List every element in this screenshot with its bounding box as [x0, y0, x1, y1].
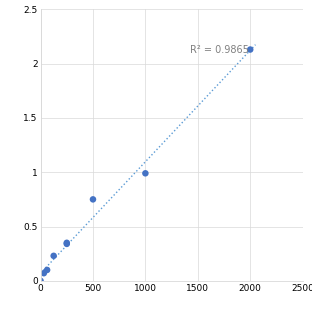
- Point: [90, 197, 95, 202]
- Point: [41, 271, 46, 276]
- Point: [64, 241, 69, 246]
- Point: [45, 267, 50, 272]
- Point: [64, 240, 69, 245]
- Point: [51, 253, 56, 258]
- Text: R² = 0.9865: R² = 0.9865: [190, 45, 249, 55]
- Point: [248, 47, 253, 52]
- Point: [143, 171, 148, 176]
- Point: [38, 278, 43, 283]
